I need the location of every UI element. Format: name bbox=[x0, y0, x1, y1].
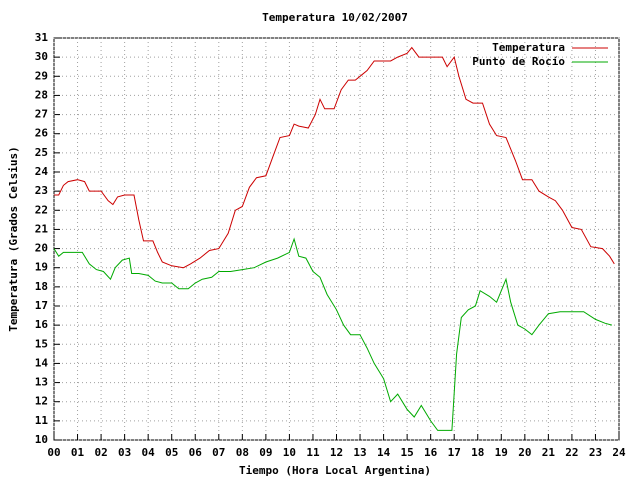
x-tick-label: 24 bbox=[612, 446, 626, 459]
x-tick-label: 23 bbox=[589, 446, 602, 459]
y-tick-label: 10 bbox=[35, 433, 48, 446]
y-tick-label: 18 bbox=[35, 280, 48, 293]
y-tick-label: 29 bbox=[35, 69, 48, 82]
x-tick-label: 13 bbox=[353, 446, 366, 459]
series-line bbox=[54, 46, 615, 269]
x-tick-label: 09 bbox=[259, 446, 272, 459]
y-tick-label: 24 bbox=[35, 165, 49, 178]
y-tick-label: 26 bbox=[35, 127, 49, 140]
x-tick-label: 17 bbox=[448, 446, 461, 459]
x-tick-label: 02 bbox=[94, 446, 107, 459]
x-tick-label: 03 bbox=[118, 446, 131, 459]
x-tick-label: 01 bbox=[71, 446, 85, 459]
y-tick-label: 14 bbox=[35, 356, 49, 369]
x-tick-label: 04 bbox=[142, 446, 156, 459]
y-tick-label: 28 bbox=[35, 88, 48, 101]
y-tick-label: 27 bbox=[35, 108, 48, 121]
x-tick-label: 18 bbox=[471, 446, 484, 459]
y-tick-label: 31 bbox=[35, 31, 49, 44]
y-axis-label: Temperatura (Grados Celsius) bbox=[7, 146, 20, 331]
x-tick-label: 00 bbox=[47, 446, 60, 459]
y-tick-label: 11 bbox=[35, 414, 49, 427]
y-tick-label: 22 bbox=[35, 203, 48, 216]
x-tick-label: 10 bbox=[283, 446, 296, 459]
y-tick-label: 30 bbox=[35, 50, 48, 63]
x-tick-label: 16 bbox=[424, 446, 438, 459]
y-tick-label: 19 bbox=[35, 261, 48, 274]
y-tick-label: 25 bbox=[35, 146, 48, 159]
legend-label: Temperatura bbox=[492, 41, 565, 54]
y-tick-label: 17 bbox=[35, 299, 48, 312]
y-tick-label: 16 bbox=[35, 318, 49, 331]
y-tick-label: 13 bbox=[35, 376, 48, 389]
x-tick-label: 12 bbox=[330, 446, 343, 459]
x-tick-label: 15 bbox=[401, 446, 414, 459]
x-tick-label: 11 bbox=[306, 446, 320, 459]
x-tick-label: 06 bbox=[189, 446, 203, 459]
y-tick-label: 12 bbox=[35, 395, 48, 408]
x-axis-label: Tiempo (Hora Local Argentina) bbox=[239, 464, 431, 477]
series-line bbox=[53, 237, 613, 431]
x-tick-label: 05 bbox=[165, 446, 178, 459]
x-tick-label: 07 bbox=[212, 446, 225, 459]
x-tick-label: 20 bbox=[518, 446, 531, 459]
x-tick-label: 21 bbox=[542, 446, 556, 459]
y-tick-label: 21 bbox=[35, 222, 49, 235]
y-tick-label: 20 bbox=[35, 242, 48, 255]
x-tick-label: 19 bbox=[495, 446, 508, 459]
x-tick-label: 14 bbox=[377, 446, 391, 459]
legend-label: Punto de Rocío bbox=[472, 55, 565, 68]
chart-title: Temperatura 10/02/2007 bbox=[262, 11, 408, 24]
x-tick-label: 08 bbox=[236, 446, 249, 459]
x-tick-label: 22 bbox=[565, 446, 578, 459]
y-tick-label: 15 bbox=[35, 337, 48, 350]
y-tick-label: 23 bbox=[35, 184, 48, 197]
